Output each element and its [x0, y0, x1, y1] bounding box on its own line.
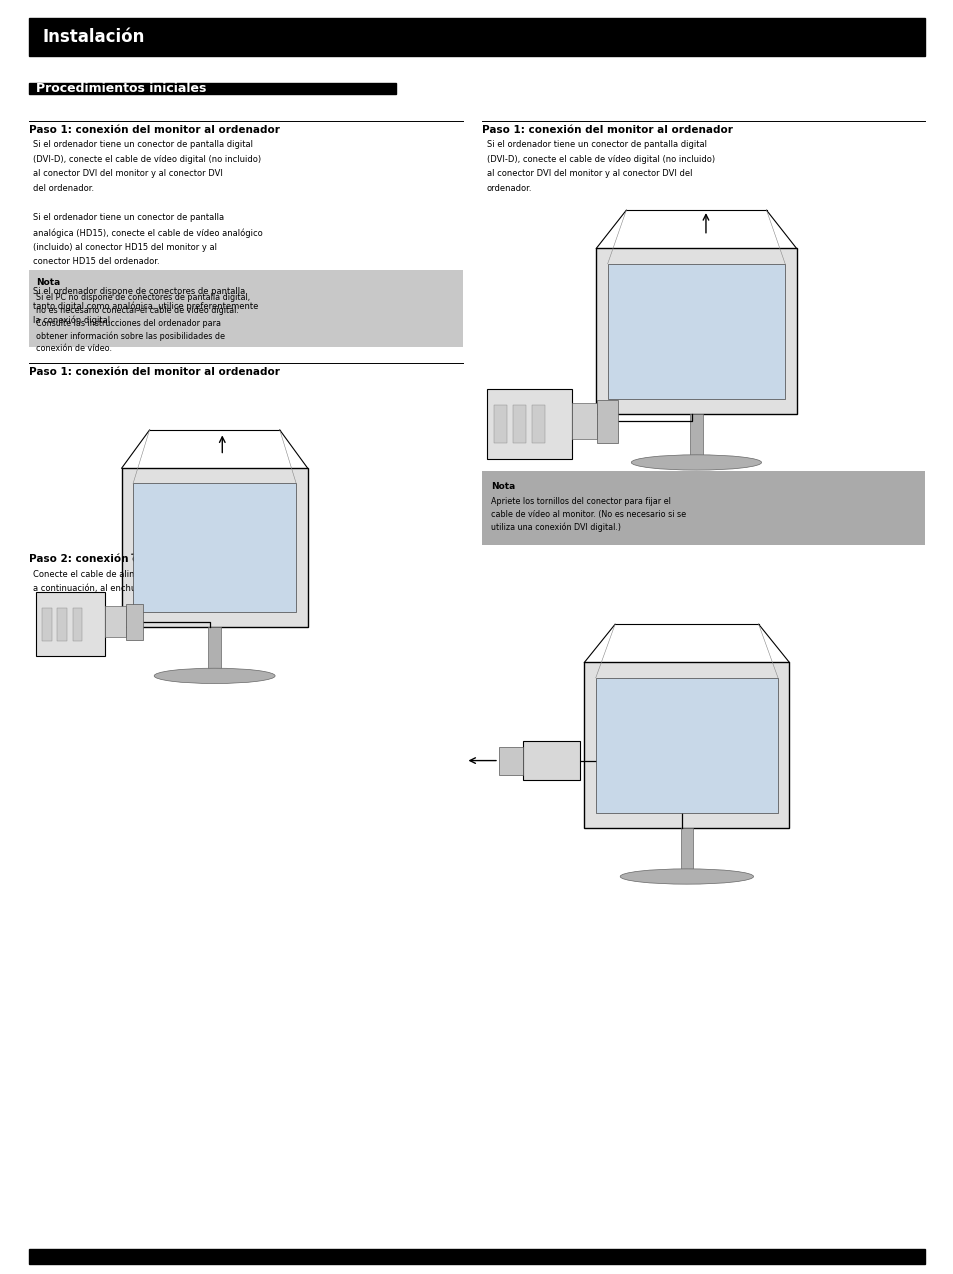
Text: ordenador.: ordenador. — [486, 183, 532, 194]
Text: al conector DVI del monitor y al conector DVI del: al conector DVI del monitor y al conecto… — [486, 169, 691, 178]
Ellipse shape — [154, 668, 274, 683]
Text: Paso 1: conexión del monitor al ordenador: Paso 1: conexión del monitor al ordenado… — [481, 125, 732, 135]
Text: Consulte las instrucciones del ordenador para: Consulte las instrucciones del ordenador… — [36, 318, 221, 327]
Text: (DVI-D), conecte el cable de vídeo digital (no incluido): (DVI-D), conecte el cable de vídeo digit… — [486, 155, 714, 164]
Bar — [498, 747, 522, 775]
Bar — [208, 628, 221, 675]
Text: Si el ordenador tiene un conector de pantalla digital: Si el ordenador tiene un conector de pan… — [33, 140, 253, 149]
Text: Paso 1: conexión del monitor al ordenador: Paso 1: conexión del monitor al ordenado… — [29, 125, 279, 135]
Bar — [29, 270, 462, 347]
Bar — [122, 469, 307, 628]
Bar — [572, 404, 597, 440]
Ellipse shape — [631, 455, 760, 470]
Bar — [532, 405, 544, 443]
Bar — [597, 400, 618, 443]
Text: la conexión digital.: la conexión digital. — [33, 316, 113, 325]
Text: Apriete los tornillos del conector para fijar el: Apriete los tornillos del conector para … — [491, 497, 671, 506]
Bar — [513, 405, 525, 443]
Text: conector HD15 del ordenador.: conector HD15 del ordenador. — [33, 257, 160, 266]
Text: Paso 2: conexión del cable de alimentación: Paso 2: conexión del cable de alimentaci… — [29, 554, 283, 564]
Text: no es necesario conectar el cable de vídeo digital.: no es necesario conectar el cable de víd… — [36, 306, 239, 315]
Bar — [689, 414, 701, 462]
Text: cable de vídeo al monitor. (No es necesario si se: cable de vídeo al monitor. (No es necesa… — [491, 510, 686, 519]
Text: del ordenador.: del ordenador. — [33, 183, 94, 194]
Text: al conector DVI del monitor y al conector DVI: al conector DVI del monitor y al conecto… — [33, 169, 223, 178]
Text: Nota: Nota — [491, 482, 515, 490]
Bar — [486, 389, 572, 459]
Text: Instalación: Instalación — [43, 28, 145, 46]
Text: tanto digital como analógica, utilice preferentemente: tanto digital como analógica, utilice pr… — [33, 301, 258, 311]
Bar — [607, 264, 784, 399]
Ellipse shape — [619, 869, 753, 884]
Bar — [105, 606, 126, 637]
Bar — [36, 592, 105, 656]
Bar — [133, 484, 295, 613]
Bar — [481, 471, 924, 545]
Text: (DVI-D), conecte el cable de vídeo digital (no incluido): (DVI-D), conecte el cable de vídeo digit… — [33, 155, 261, 164]
Bar — [583, 662, 788, 828]
Bar — [29, 83, 395, 94]
Bar — [72, 608, 82, 641]
Text: Nota: Nota — [36, 278, 60, 287]
Text: Paso 1: conexión del monitor al ordenador: Paso 1: conexión del monitor al ordenado… — [29, 367, 279, 377]
Bar — [29, 1249, 924, 1264]
Bar — [42, 608, 51, 641]
Bar — [57, 608, 67, 641]
Text: obtener información sobre las posibilidades de: obtener información sobre las posibilida… — [36, 331, 225, 340]
Text: a continuación, al enchufe.: a continuación, al enchufe. — [33, 583, 148, 594]
Text: utiliza una conexión DVI digital.): utiliza una conexión DVI digital.) — [491, 522, 620, 531]
Bar — [595, 678, 777, 813]
Bar — [596, 248, 796, 414]
Text: conexión de vídeo.: conexión de vídeo. — [36, 344, 112, 353]
Bar — [29, 18, 924, 56]
Text: Si el ordenador tiene un conector de pantalla: Si el ordenador tiene un conector de pan… — [33, 213, 224, 223]
Text: Si el ordenador dispone de conectores de pantalla: Si el ordenador dispone de conectores de… — [33, 287, 245, 296]
Text: Conecte el cable de alimentación al monitor y,: Conecte el cable de alimentación al moni… — [33, 569, 230, 578]
Text: Si el ordenador tiene un conector de pantalla digital: Si el ordenador tiene un conector de pan… — [486, 140, 706, 149]
Text: (incluido) al conector HD15 del monitor y al: (incluido) al conector HD15 del monitor … — [33, 242, 217, 252]
Bar — [126, 604, 143, 640]
Bar — [494, 405, 506, 443]
Text: Si el PC no dispone de conectores de pantalla digital,: Si el PC no dispone de conectores de pan… — [36, 293, 250, 302]
Bar — [680, 828, 692, 877]
Bar — [522, 741, 579, 780]
Text: Procedimientos iniciales: Procedimientos iniciales — [36, 82, 207, 96]
Text: analógica (HD15), conecte el cable de vídeo analógico: analógica (HD15), conecte el cable de ví… — [33, 228, 263, 237]
